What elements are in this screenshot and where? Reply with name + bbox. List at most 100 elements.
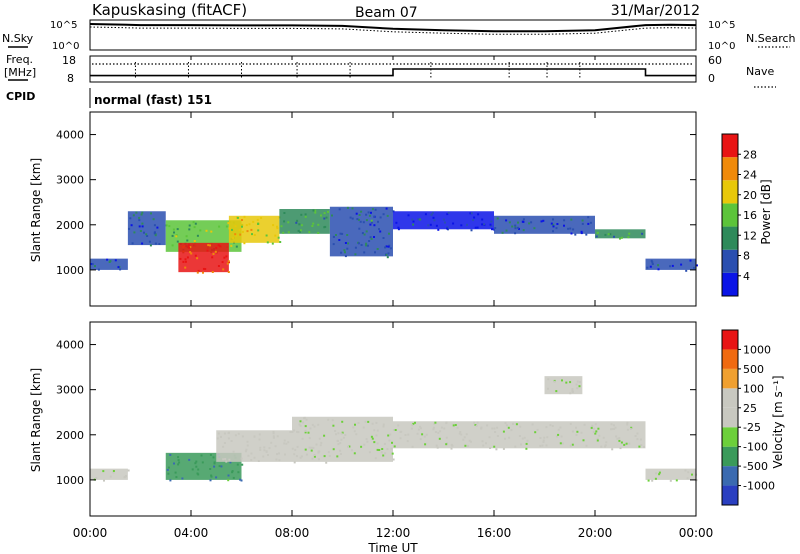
heatmap-speckle bbox=[331, 419, 334, 422]
heatmap-speckle bbox=[227, 260, 230, 263]
y-tick-label: 4000 bbox=[56, 339, 84, 352]
heatmap-speckle bbox=[295, 455, 298, 458]
heatmap-speckle bbox=[173, 231, 175, 234]
heatmap-speckle bbox=[651, 261, 654, 264]
heatmap-speckle bbox=[95, 477, 98, 480]
heatmap-speckle bbox=[174, 471, 177, 474]
heatmap-speckle bbox=[536, 428, 539, 431]
velocity-heatmap-cells bbox=[90, 376, 698, 482]
heatmap-speckle bbox=[549, 424, 552, 427]
heatmap-speckle bbox=[259, 449, 262, 451]
heatmap-speckle bbox=[576, 387, 579, 390]
heatmap-speckle bbox=[339, 442, 342, 445]
heatmap-speckle bbox=[470, 229, 473, 232]
heatmap-speckle bbox=[427, 224, 430, 227]
heatmap-speckle bbox=[209, 244, 211, 247]
heatmap-speckle bbox=[279, 241, 282, 243]
heatmap-speckle bbox=[399, 437, 402, 440]
heatmap-speckle bbox=[395, 221, 398, 224]
heatmap-speckle bbox=[570, 218, 573, 221]
heatmap-speckle bbox=[337, 432, 340, 435]
heatmap-speckle bbox=[368, 214, 371, 217]
heatmap-speckle bbox=[388, 232, 390, 235]
heatmap-speckle bbox=[689, 259, 692, 262]
heatmap-speckle bbox=[202, 271, 204, 274]
heatmap-speckle bbox=[148, 240, 151, 243]
heatmap-speckle bbox=[571, 388, 574, 391]
heatmap-speckle bbox=[206, 249, 209, 252]
heatmap-speckle bbox=[320, 214, 322, 217]
heatmap-speckle bbox=[552, 218, 554, 221]
heatmap-speckle bbox=[612, 424, 615, 427]
heatmap-speckle bbox=[168, 225, 171, 228]
heatmap-speckle bbox=[346, 247, 349, 250]
heatmap-speckle bbox=[112, 470, 115, 472]
heatmap-speckle bbox=[552, 225, 555, 228]
heatmap-speckle bbox=[557, 428, 560, 431]
heatmap-speckle bbox=[464, 444, 467, 447]
x-tick-label: 08:00 bbox=[275, 526, 310, 540]
heatmap-speckle bbox=[178, 461, 181, 464]
heatmap-speckle bbox=[247, 454, 250, 457]
heatmap-speckle bbox=[518, 435, 521, 437]
heatmap-speckle bbox=[102, 470, 105, 473]
heatmap-speckle bbox=[654, 477, 657, 480]
heatmap-speckle bbox=[271, 242, 274, 245]
heatmap-speckle bbox=[636, 432, 639, 435]
heatmap-speckle bbox=[445, 422, 448, 425]
velocity-colorbar: 1000 500 100 25 -25 -100 -500 -1000 bbox=[721, 329, 775, 506]
heatmap-speckle bbox=[340, 438, 343, 441]
heatmap-speckle bbox=[243, 242, 246, 245]
heatmap-speckle bbox=[638, 445, 641, 448]
heatmap-speckle bbox=[232, 476, 235, 479]
heatmap-speckle bbox=[177, 456, 180, 459]
heatmap-speckle bbox=[135, 211, 138, 214]
freq-label-line1: Freq. bbox=[6, 53, 33, 66]
heatmap-speckle bbox=[252, 220, 255, 223]
power-colorbar: 28 24 20 16 12 8 4 bbox=[721, 133, 757, 297]
heatmap-speckle bbox=[400, 430, 403, 433]
time-axis: 00:00 04:00 08:00 12:00 16:00 20:00 00:00 bbox=[73, 56, 713, 540]
heatmap-speckle bbox=[625, 442, 628, 445]
heatmap-speckle bbox=[318, 437, 321, 440]
heatmap-speckle bbox=[691, 473, 693, 476]
heatmap-speckle bbox=[511, 225, 514, 228]
heatmap-speckle bbox=[505, 229, 508, 232]
heatmap-speckle bbox=[351, 449, 353, 452]
heatmap-speckle bbox=[298, 423, 301, 426]
heatmap-speckle bbox=[188, 224, 191, 227]
heatmap-speckle bbox=[412, 223, 415, 226]
heatmap-speckle bbox=[184, 258, 187, 261]
heatmap-speckle bbox=[438, 437, 441, 440]
xaxis-label: Time UT bbox=[367, 541, 418, 554]
heatmap-speckle bbox=[541, 444, 544, 447]
heatmap-speckle bbox=[305, 418, 308, 421]
heatmap-speckle bbox=[222, 445, 225, 448]
heatmap-speckle bbox=[114, 259, 117, 262]
heatmap-speckle bbox=[314, 211, 317, 214]
heatmap-speckle bbox=[227, 432, 230, 435]
noise-panel: N.Sky 10^5 10^0 10^5 10^0 N.Search bbox=[2, 19, 796, 52]
heatmap-speckle bbox=[382, 237, 385, 239]
heatmap-speckle bbox=[369, 236, 372, 239]
heatmap-speckle bbox=[480, 427, 483, 430]
heatmap-speckle bbox=[341, 232, 344, 235]
noise-tick-right-bottom: 10^0 bbox=[708, 41, 735, 52]
heatmap-speckle bbox=[323, 217, 326, 220]
heatmap-speckle bbox=[446, 226, 449, 229]
heatmap-region bbox=[645, 258, 696, 270]
heatmap-speckle bbox=[176, 228, 179, 231]
heatmap-speckle bbox=[358, 218, 360, 221]
heatmap-speckle bbox=[276, 225, 278, 228]
heatmap-speckle bbox=[393, 445, 396, 448]
heatmap-speckle bbox=[188, 228, 191, 231]
heatmap-speckle bbox=[387, 434, 390, 437]
heatmap-speckle bbox=[278, 459, 281, 462]
heatmap-speckle bbox=[282, 231, 285, 234]
heatmap-speckle bbox=[533, 227, 536, 230]
heatmap-speckle bbox=[300, 213, 303, 216]
heatmap-speckle bbox=[419, 218, 422, 221]
heatmap-region bbox=[595, 229, 646, 239]
power-colorbar-label: Power [dB] bbox=[759, 179, 773, 244]
heatmap-speckle bbox=[505, 424, 508, 427]
